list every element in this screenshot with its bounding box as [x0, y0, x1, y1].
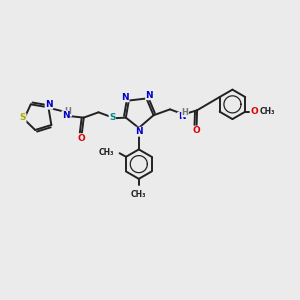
- Text: CH₃: CH₃: [98, 148, 114, 157]
- Text: N: N: [62, 111, 70, 120]
- Text: S: S: [109, 113, 116, 122]
- Text: N: N: [135, 127, 142, 136]
- Text: O: O: [193, 126, 200, 135]
- Text: N: N: [178, 112, 185, 121]
- Text: CH₃: CH₃: [259, 107, 275, 116]
- Text: CH₃: CH₃: [131, 190, 147, 199]
- Text: S: S: [20, 113, 26, 122]
- Text: N: N: [146, 91, 153, 100]
- Text: N: N: [122, 93, 129, 102]
- Text: N: N: [45, 100, 53, 109]
- Text: O: O: [78, 134, 86, 143]
- Text: O: O: [250, 107, 258, 116]
- Text: H: H: [65, 107, 72, 116]
- Text: H: H: [182, 108, 188, 117]
